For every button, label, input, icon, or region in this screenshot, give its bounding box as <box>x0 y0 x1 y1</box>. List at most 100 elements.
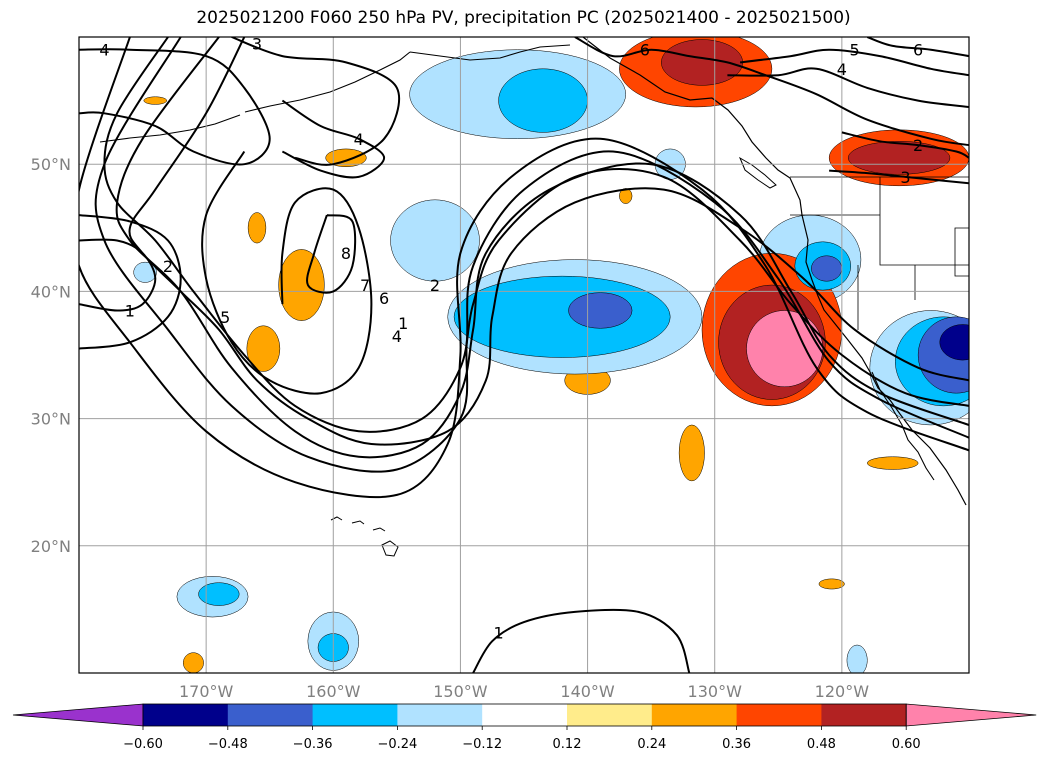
colorbar-segment <box>567 704 653 726</box>
colorbar-segment <box>482 704 568 726</box>
pv-contour-label: 6 <box>379 289 389 308</box>
coastline-layer <box>99 37 969 557</box>
pv-contour-18 <box>472 608 691 673</box>
precip-region-36 <box>133 261 157 283</box>
colorbar-segment <box>821 704 907 726</box>
precip-region-11 <box>143 96 167 105</box>
colorbar-tick-label: −0.36 <box>293 737 333 752</box>
precip-region-13 <box>678 424 705 482</box>
precip-region-14 <box>867 456 919 470</box>
precip-region-32 <box>198 582 240 606</box>
precip-region-26 <box>811 255 843 282</box>
pv-contour-label: 4 <box>392 327 402 346</box>
coastline-alaska <box>99 44 571 143</box>
colorbar-extend-low <box>12 703 144 727</box>
pv-contour-label: 5 <box>849 41 859 60</box>
y-tick-label: 50°N <box>31 155 71 174</box>
pv-contour-label: 5 <box>220 308 230 327</box>
precip-region-17 <box>619 188 633 204</box>
colorbar: −0.60 −0.48 −0.36 −0.24 −0.12 0.12 0.24 0.36 0.4… <box>12 703 1037 752</box>
map-frame <box>78 36 970 674</box>
precip-region-10 <box>247 212 267 244</box>
colorbar-segment <box>312 704 398 726</box>
precip-region-22 <box>498 68 588 133</box>
pv-contour-label: 4 <box>837 60 847 79</box>
pv-contour-label: 1 <box>493 623 503 642</box>
precip-region-19 <box>453 275 671 358</box>
pv-contour-11 <box>79 214 182 350</box>
x-tick-label: 170°W <box>179 682 234 701</box>
colorbar-tick-label: −0.48 <box>208 737 248 752</box>
precip-region-30 <box>939 324 969 361</box>
pv-contour-label: 2 <box>913 136 923 155</box>
colorbar-segment <box>397 704 483 726</box>
colorbar-tick-label: 0.48 <box>807 737 836 752</box>
colorbar-segment <box>143 704 229 726</box>
pv-contour-2 <box>115 37 969 459</box>
precip-region-20 <box>568 292 633 329</box>
colorbar-tick-label: −0.24 <box>377 737 417 752</box>
x-tick-label: 160°W <box>306 682 361 701</box>
pv-contour-10 <box>79 238 157 312</box>
pv-contour-5 <box>306 214 357 294</box>
x-tick-label: 150°W <box>433 682 488 701</box>
y-tick-label: 30°N <box>31 410 71 429</box>
precip-region-9 <box>246 325 281 372</box>
precip-region-6 <box>847 141 951 175</box>
colorbar-tick-label: 0.12 <box>553 737 582 752</box>
colorbar-tick-label: 0.60 <box>892 737 921 752</box>
chart-title: 2025021200 F060 250 hPa PV, precipitatio… <box>196 8 851 28</box>
x-tick-label: 140°W <box>560 682 615 701</box>
pv-contour-12 <box>574 37 969 147</box>
y-tick-label: 40°N <box>31 282 71 301</box>
precip-region-16 <box>183 652 204 673</box>
y-axis-ticks: 20°N 30°N 40°N 50°N <box>31 155 71 556</box>
coastline-baja <box>871 371 935 481</box>
x-tick-label: 120°W <box>815 682 870 701</box>
colorbar-segment <box>736 704 822 726</box>
pv-contour-13 <box>739 48 969 77</box>
colorbar-tick-label: −0.12 <box>462 737 502 752</box>
precip-region-8 <box>325 148 367 167</box>
pv-contour-label: 3 <box>900 168 910 187</box>
borders-states <box>790 176 969 330</box>
x-tick-label: 130°W <box>688 682 743 701</box>
colorbar-tick-label: −0.60 <box>123 737 163 752</box>
pv-contour-16 <box>841 131 969 159</box>
pv-contour-label: 1 <box>125 301 135 320</box>
pv-contour-6 <box>201 150 373 395</box>
pv-contour-label: 1 <box>398 314 408 333</box>
pv-contour-4 <box>79 37 969 499</box>
colorbar-segment <box>227 704 314 726</box>
colorbar-frame <box>142 703 907 727</box>
x-axis-ticks: 170°W 160°W 150°W 140°W 130°W 120°W <box>179 682 869 701</box>
pv-contour-7 <box>79 48 271 166</box>
colorbar-segment <box>651 704 738 726</box>
pv-contour-label: 8 <box>341 244 351 263</box>
colorbar-tick-label: 0.36 <box>722 737 751 752</box>
precip-region-37 <box>846 644 868 673</box>
pv-contour-label: 3 <box>252 34 262 53</box>
precip-region-7 <box>278 249 325 321</box>
pv-contour-3 <box>94 37 969 473</box>
pv-contour-17 <box>829 169 969 185</box>
pv-contour-9 <box>281 99 386 179</box>
pv-contour-label: 6 <box>640 41 650 60</box>
y-tick-label: 20°N <box>31 537 71 556</box>
coastline-north-america <box>582 37 967 506</box>
pv-contour-label: 4 <box>354 130 364 149</box>
precipitation-fill-layer <box>133 37 969 673</box>
pv-contour-label: 7 <box>360 276 370 295</box>
pv-contour-label: 2 <box>163 257 173 276</box>
pv-contour-label: 4 <box>99 41 109 60</box>
colorbar-extend-high <box>905 703 1037 727</box>
pv-contour-8 <box>231 37 401 166</box>
pv-contour-14 <box>727 67 969 108</box>
pv-contour-label: 6 <box>913 41 923 60</box>
precip-region-2 <box>746 310 824 388</box>
pv-contour-15 <box>866 37 969 58</box>
island-vancouver <box>738 156 777 189</box>
